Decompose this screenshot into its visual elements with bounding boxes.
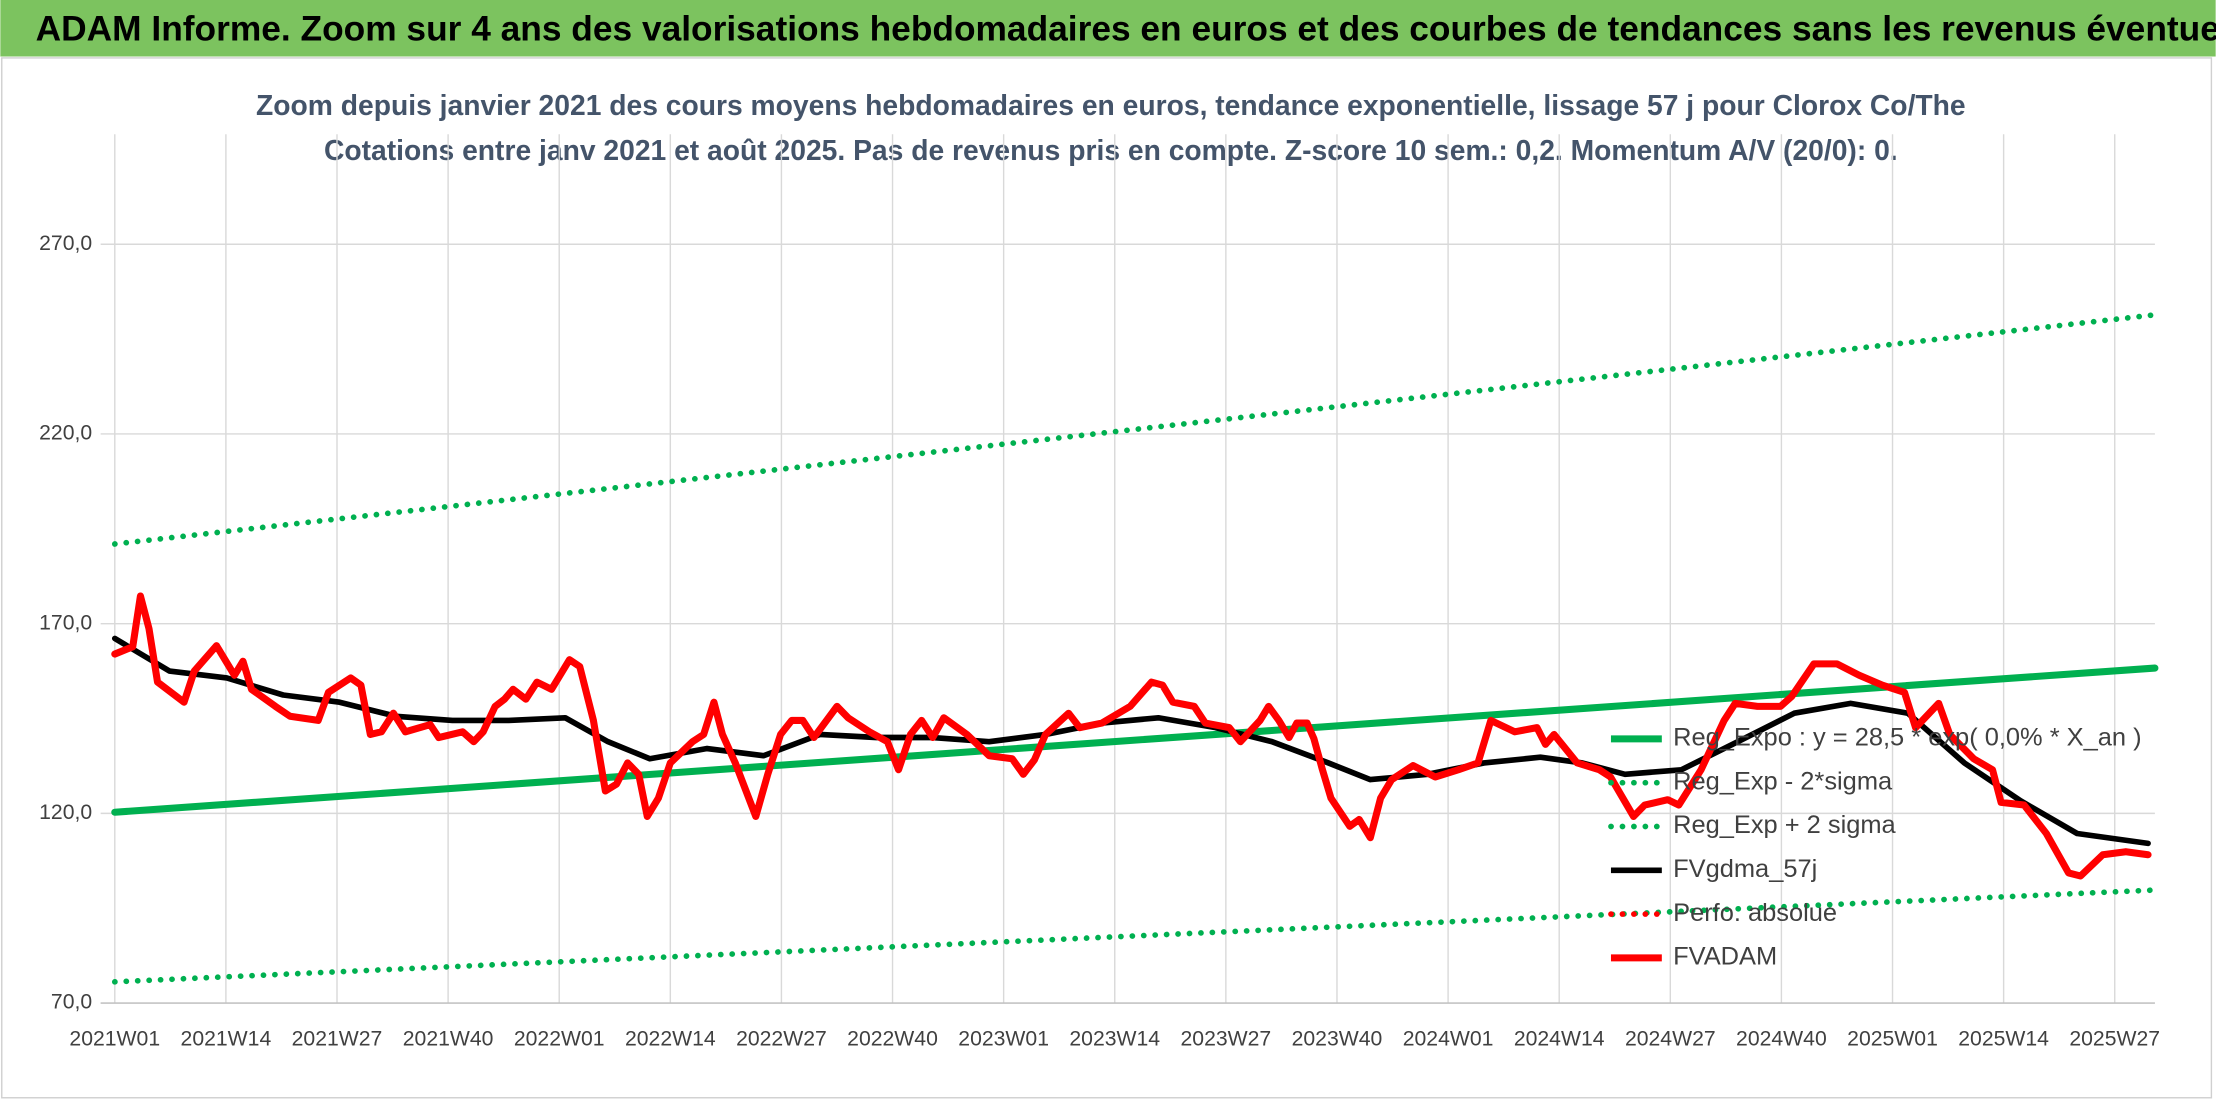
legend-label: Reg_Exp - 2*sigma xyxy=(1673,767,1893,795)
chart-subtitle: Cotations entre janv 2021 et août 2025. … xyxy=(324,134,1898,166)
x-tick-label: 2025W27 xyxy=(2069,1027,2160,1050)
y-tick-label: 270,0 xyxy=(39,232,92,255)
x-tick-label: 2021W14 xyxy=(181,1027,272,1050)
x-tick-label: 2024W01 xyxy=(1403,1027,1494,1050)
legend-label: FVgdma_57j xyxy=(1673,855,1817,883)
x-tick-label: 2023W14 xyxy=(1069,1027,1160,1050)
series-line xyxy=(111,887,2158,985)
x-tick-label: 2021W40 xyxy=(403,1027,494,1050)
x-tick-label: 2022W14 xyxy=(625,1027,716,1050)
chart-frame xyxy=(1,57,2213,1099)
x-tick-label: 2021W01 xyxy=(69,1027,160,1050)
x-tick-label: 2022W01 xyxy=(514,1027,605,1050)
x-tick-label: 2025W01 xyxy=(1847,1027,1938,1050)
chart-title: ADAM Informe. Zoom sur 4 ans des valoris… xyxy=(36,9,2216,48)
x-tick-label: 2024W40 xyxy=(1736,1027,1827,1050)
x-tick-label: 2023W40 xyxy=(1292,1027,1383,1050)
series-line xyxy=(111,664,2159,816)
series-line xyxy=(111,592,2152,880)
x-tick-label: 2023W01 xyxy=(958,1027,1049,1050)
y-tick-label: 220,0 xyxy=(39,422,92,445)
x-tick-label: 2024W27 xyxy=(1625,1027,1716,1050)
x-tick-label: 2024W14 xyxy=(1514,1027,1605,1050)
y-tick-label: 120,0 xyxy=(39,801,92,824)
series-line xyxy=(111,635,2151,847)
legend-label: Perfo. absolue xyxy=(1673,899,1837,927)
x-tick-label: 2022W40 xyxy=(847,1027,938,1050)
legend-label: FVADAM xyxy=(1673,943,1777,971)
y-tick-label: 170,0 xyxy=(39,611,92,634)
x-tick-label: 2021W27 xyxy=(292,1027,383,1050)
x-tick-label: 2025W14 xyxy=(1958,1027,2049,1050)
x-tick-label: 2022W27 xyxy=(736,1027,827,1050)
legend-label: Reg_Expo : y = 28,5 * exp( 0,0% * X_an ) xyxy=(1673,724,2141,752)
title-banner xyxy=(0,0,2216,57)
series-line xyxy=(111,311,2158,547)
y-tick-label: 70,0 xyxy=(51,991,92,1014)
x-tick-label: 2023W27 xyxy=(1181,1027,1272,1050)
chart-subtitle: Zoom depuis janvier 2021 des cours moyen… xyxy=(256,89,1966,121)
legend-label: Reg_Exp + 2 sigma xyxy=(1673,811,1896,839)
